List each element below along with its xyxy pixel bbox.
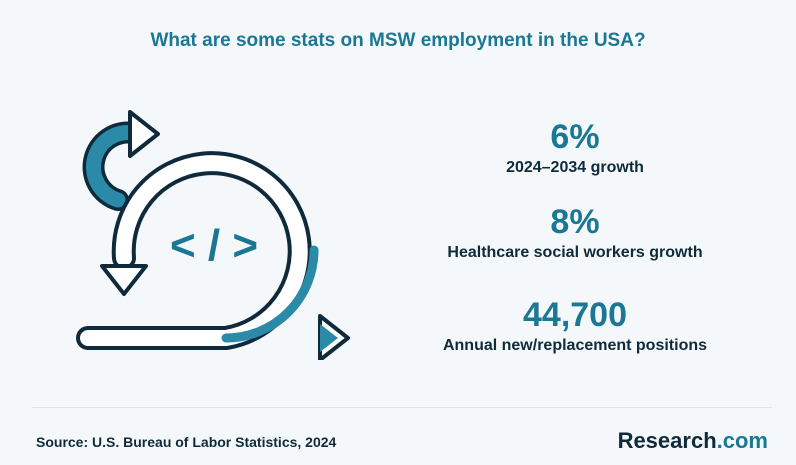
stat-healthcare: 8% Healthcare social workers growth [420,203,730,263]
stat-label: Healthcare social workers growth [447,244,703,261]
research-logo: Research.com [618,428,768,454]
agile-cycle-arrow-icon: < / > [76,110,350,360]
page-title: What are some stats on MSW employment in… [150,30,646,51]
logo-suffix: .com [716,428,768,453]
logo-main: Research [617,428,717,453]
stat-value: 6% [550,118,600,156]
code-symbol-icon: < / > [170,221,258,270]
loop-arrow-icon [82,110,160,211]
stat-positions: 44,700 Annual new/replacement positions [420,296,730,356]
spiral-arrow-icon [76,151,350,360]
stat-value: 8% [550,203,600,241]
stat-label: 2024–2034 growth [506,159,644,176]
stat-growth: 6% 2024–2034 growth [420,118,730,178]
stat-value: 44,700 [523,296,627,334]
divider [32,407,772,408]
source-text: Source: U.S. Bureau of Labor Statistics,… [36,434,337,450]
stat-label: Annual new/replacement positions [442,337,708,354]
